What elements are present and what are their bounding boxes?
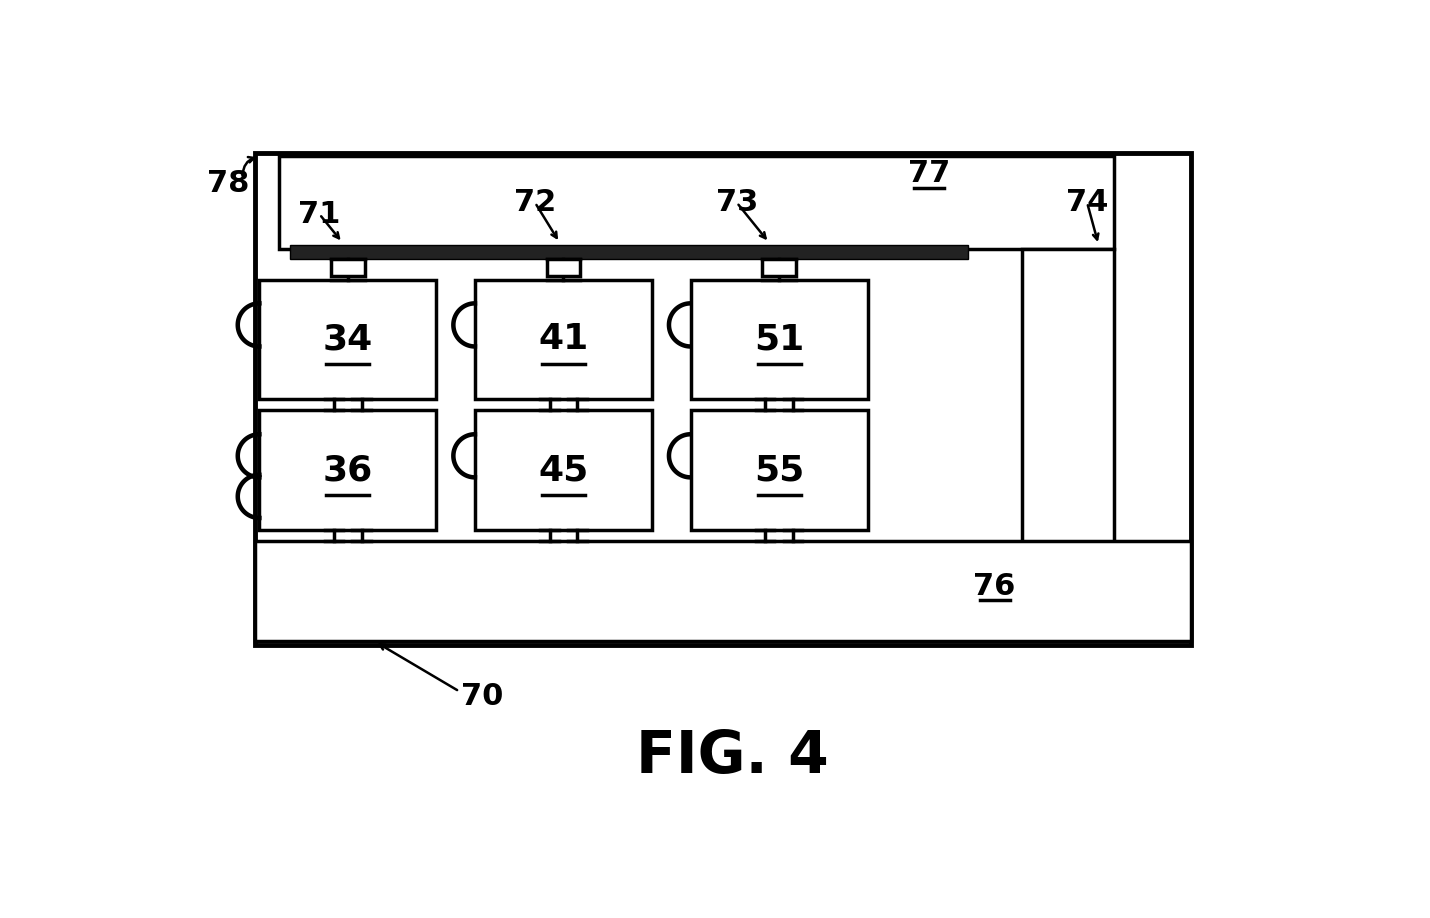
Bar: [290, 245, 968, 259]
Bar: [1021, 249, 1114, 580]
Text: 70: 70: [462, 682, 503, 711]
Text: 76: 76: [974, 572, 1015, 600]
Text: 51: 51: [754, 322, 804, 356]
Bar: [256, 152, 1191, 645]
Bar: [256, 542, 1191, 642]
Text: 74: 74: [1065, 188, 1108, 217]
Bar: [475, 410, 652, 530]
Text: 77: 77: [908, 159, 951, 188]
Text: 73: 73: [715, 188, 758, 217]
Text: 36: 36: [323, 453, 373, 487]
Text: 71: 71: [299, 199, 340, 229]
Text: 72: 72: [513, 188, 556, 217]
Bar: [475, 280, 652, 399]
Text: 55: 55: [754, 453, 804, 487]
Bar: [330, 259, 365, 275]
Text: 45: 45: [538, 453, 589, 487]
Text: 41: 41: [538, 322, 589, 356]
Bar: [279, 156, 1114, 249]
Bar: [259, 410, 436, 530]
Bar: [546, 259, 581, 275]
Bar: [691, 410, 868, 530]
Bar: [762, 259, 797, 275]
Bar: [691, 280, 868, 399]
Text: FIG. 4: FIG. 4: [636, 729, 829, 786]
Text: 34: 34: [323, 322, 373, 356]
Text: 78: 78: [207, 169, 250, 197]
Bar: [259, 280, 436, 399]
